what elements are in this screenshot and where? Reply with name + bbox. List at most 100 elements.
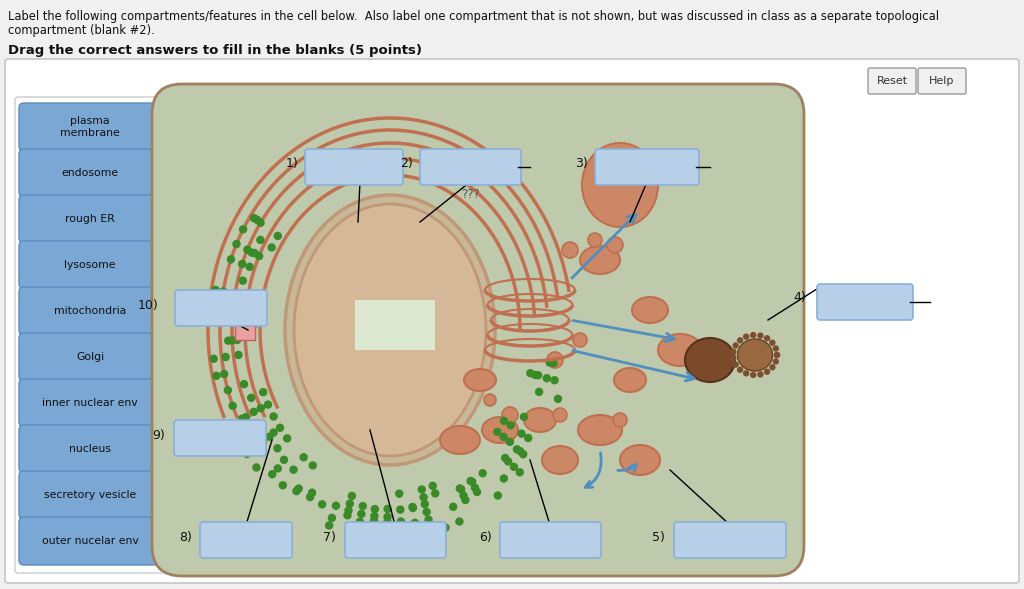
Circle shape (731, 356, 736, 361)
Circle shape (293, 488, 300, 495)
Text: outer nucelar env: outer nucelar env (42, 536, 138, 546)
Circle shape (774, 352, 779, 358)
Circle shape (308, 489, 315, 496)
Circle shape (224, 386, 231, 393)
Circle shape (239, 415, 246, 422)
Text: Reset: Reset (877, 76, 907, 86)
Ellipse shape (482, 417, 518, 443)
Circle shape (531, 372, 539, 379)
FancyBboxPatch shape (19, 517, 161, 565)
FancyBboxPatch shape (152, 84, 804, 576)
Circle shape (469, 478, 476, 485)
Circle shape (276, 424, 284, 431)
Circle shape (246, 263, 253, 270)
Text: 10): 10) (137, 299, 158, 312)
Bar (234, 430, 255, 450)
FancyBboxPatch shape (19, 195, 161, 243)
Circle shape (773, 346, 778, 351)
Circle shape (210, 355, 217, 362)
Circle shape (212, 286, 219, 293)
FancyBboxPatch shape (5, 59, 1019, 583)
Text: mitochondria: mitochondria (54, 306, 126, 316)
Circle shape (462, 497, 469, 504)
Circle shape (372, 505, 378, 512)
FancyBboxPatch shape (19, 149, 161, 197)
Ellipse shape (580, 246, 620, 274)
Circle shape (458, 486, 465, 493)
FancyBboxPatch shape (595, 149, 699, 185)
Circle shape (231, 290, 239, 297)
Circle shape (770, 365, 775, 370)
Circle shape (507, 438, 513, 445)
Bar (355, 300, 435, 350)
FancyBboxPatch shape (19, 333, 161, 381)
Text: 9): 9) (153, 429, 165, 442)
Bar (178, 110, 778, 550)
Circle shape (731, 349, 736, 354)
Circle shape (224, 337, 231, 344)
Circle shape (751, 333, 756, 337)
Text: 5): 5) (652, 531, 665, 544)
FancyBboxPatch shape (174, 420, 266, 456)
Circle shape (280, 482, 287, 489)
Text: 2): 2) (400, 157, 413, 170)
Circle shape (412, 519, 419, 527)
FancyBboxPatch shape (19, 241, 161, 289)
Circle shape (233, 336, 241, 343)
Circle shape (260, 438, 266, 445)
Circle shape (346, 500, 353, 507)
Circle shape (743, 371, 749, 376)
Circle shape (274, 233, 282, 240)
Circle shape (384, 514, 391, 521)
Circle shape (384, 521, 391, 528)
Circle shape (233, 240, 240, 247)
FancyArrowPatch shape (586, 453, 601, 487)
Circle shape (222, 353, 229, 360)
Ellipse shape (285, 195, 495, 465)
Circle shape (513, 446, 520, 453)
Circle shape (520, 413, 527, 421)
Ellipse shape (658, 334, 702, 366)
Text: 1): 1) (286, 157, 298, 170)
FancyBboxPatch shape (19, 471, 161, 519)
Text: Drag the correct answers to fill in the blanks (5 points): Drag the correct answers to fill in the … (8, 44, 422, 57)
Circle shape (553, 408, 567, 422)
Text: ???: ??? (461, 188, 480, 201)
Ellipse shape (614, 368, 646, 392)
Circle shape (345, 507, 352, 514)
FancyBboxPatch shape (420, 149, 521, 185)
Text: secretory vesicle: secretory vesicle (44, 490, 136, 500)
FancyBboxPatch shape (200, 522, 292, 558)
Circle shape (471, 484, 478, 491)
Circle shape (456, 518, 463, 525)
Ellipse shape (737, 339, 772, 371)
Text: Golgi: Golgi (76, 352, 104, 362)
Circle shape (243, 414, 249, 421)
Circle shape (494, 428, 501, 435)
Circle shape (527, 370, 534, 377)
Text: plasma
membrane: plasma membrane (60, 116, 120, 138)
Circle shape (535, 372, 542, 379)
Circle shape (520, 451, 526, 458)
Circle shape (264, 401, 271, 408)
Circle shape (257, 236, 264, 243)
Ellipse shape (620, 445, 660, 475)
Circle shape (412, 524, 419, 531)
Circle shape (450, 503, 457, 510)
Circle shape (516, 448, 523, 455)
Circle shape (284, 435, 291, 442)
FancyBboxPatch shape (175, 290, 267, 326)
Circle shape (409, 504, 416, 511)
Text: 7): 7) (324, 531, 336, 544)
Circle shape (495, 492, 502, 499)
Circle shape (733, 343, 738, 348)
Circle shape (397, 506, 403, 513)
Circle shape (268, 471, 275, 478)
FancyBboxPatch shape (500, 522, 601, 558)
Circle shape (242, 432, 249, 439)
FancyBboxPatch shape (19, 379, 161, 427)
Circle shape (217, 305, 224, 312)
Circle shape (348, 492, 355, 499)
Circle shape (257, 219, 264, 226)
Circle shape (384, 505, 391, 512)
